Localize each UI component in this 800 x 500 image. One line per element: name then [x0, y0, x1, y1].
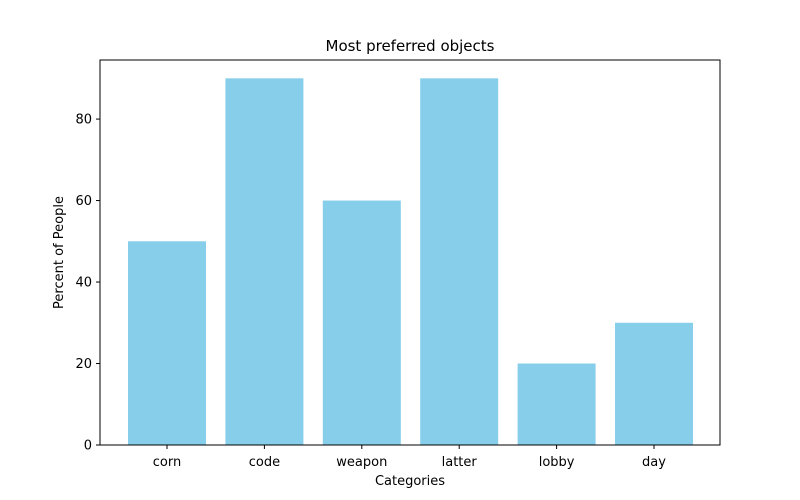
bar-lobby: [517, 363, 596, 445]
x-axis-ticks: corn code weapon latter lobby day: [153, 445, 666, 470]
bar-corn: [128, 241, 206, 445]
y-tick-label: 80: [75, 113, 92, 128]
y-tick-label: 40: [75, 276, 92, 291]
x-axis-label: Categories: [375, 474, 445, 489]
y-tick-label: 60: [75, 194, 92, 209]
bars-layer: [128, 78, 693, 445]
y-axis-label: Percent of People: [52, 196, 67, 309]
y-tick-label: 0: [84, 439, 92, 454]
plot-frame: [99, 59, 721, 446]
x-tick-label: latter: [442, 455, 478, 470]
y-tick-label: 20: [75, 357, 92, 372]
bar-day: [615, 322, 693, 445]
x-tick-label: lobby: [539, 455, 575, 470]
bar-code: [225, 78, 304, 445]
x-tick-label: code: [249, 455, 280, 470]
bar-latter: [420, 78, 499, 445]
x-tick-label: day: [642, 455, 666, 470]
x-tick-label: weapon: [336, 455, 387, 470]
x-tick-label: corn: [153, 455, 181, 470]
y-axis-ticks: 0 20 40 60 80: [75, 113, 100, 454]
bar-weapon: [322, 200, 401, 445]
chart-title: Most preferred objects: [326, 37, 495, 55]
